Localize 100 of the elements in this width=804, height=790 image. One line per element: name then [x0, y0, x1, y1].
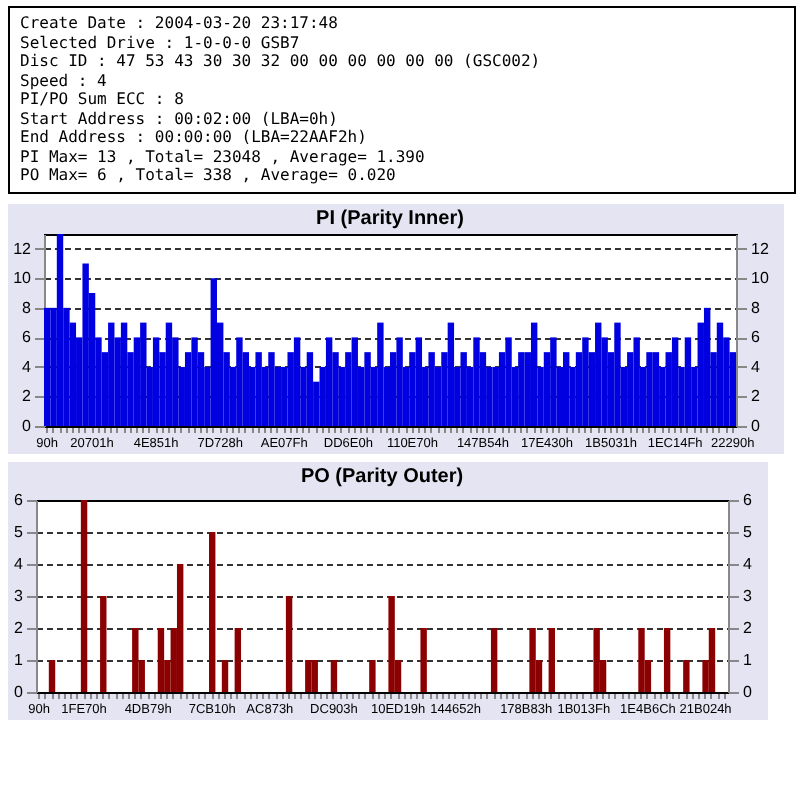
bar [369, 659, 376, 691]
text: Selected Drive : 1-0-0-0 GSB7 [20, 33, 302, 52]
y2-tick-label: 3 [743, 586, 753, 604]
bar [703, 306, 711, 425]
bar [152, 336, 160, 425]
bar [108, 321, 115, 425]
y2-tick-label: 6 [751, 327, 761, 346]
y-tick-label: 1 [14, 650, 25, 668]
bar [420, 627, 427, 691]
bar [473, 336, 480, 425]
bar [140, 321, 147, 425]
bar [293, 336, 301, 425]
bar [351, 336, 358, 425]
y2-tick-label: 12 [751, 238, 770, 257]
y2-tick-label: 4 [751, 356, 761, 375]
text: Disc ID : 47 53 43 30 30 32 00 00 00 00 00 00 (GSC002) [20, 52, 543, 71]
bar [377, 321, 384, 425]
bar [716, 321, 724, 425]
y2-tick-label: 1 [743, 650, 753, 668]
text: PI Max= 13 , Total= 23048 , Average= 1.390 [20, 147, 427, 166]
bar [683, 659, 690, 691]
bar [132, 627, 139, 691]
y-tick-label: 0 [22, 416, 33, 434]
y2-tick-label: 2 [751, 386, 761, 405]
bar [311, 659, 318, 691]
y2-tick-label: 0 [751, 416, 761, 434]
text: Create Date : 2004-03-20 23:17:48 [20, 14, 340, 33]
y2-tick-label: 2 [743, 618, 753, 636]
y2-tick-label: 5 [743, 522, 753, 540]
bar [415, 336, 423, 425]
y-tick-label: 12 [13, 238, 33, 257]
y-tick-label: 2 [22, 386, 33, 405]
bar [80, 499, 88, 691]
bar [176, 563, 184, 691]
text: End Address : 00:00:00 (LBA=22AAF2h) [20, 128, 369, 147]
bar [708, 627, 716, 691]
bar [44, 306, 51, 425]
y2-tick-label: 8 [751, 297, 761, 316]
bar [364, 351, 371, 425]
chart-title: PI (Parity Inner) [316, 207, 464, 229]
text: Start Address : 00:02:00 (LBA=0h) [20, 109, 340, 128]
bar [157, 627, 165, 691]
y-tick-label: 4 [14, 554, 25, 572]
bar [56, 233, 64, 425]
y-tick-label: 0 [14, 682, 25, 700]
bar [165, 321, 173, 425]
bar [306, 351, 314, 425]
bar [582, 336, 589, 425]
bar [460, 351, 467, 425]
bar [388, 595, 395, 691]
bar [325, 336, 333, 425]
bar [529, 627, 536, 691]
bar [638, 627, 645, 691]
bar [671, 336, 679, 425]
bar [268, 351, 275, 425]
y-tick-label: 2 [14, 618, 25, 636]
bar [490, 627, 498, 691]
y2-tick-label: 6 [743, 490, 753, 508]
y-tick-label: 6 [22, 327, 33, 346]
bar [396, 336, 403, 425]
chart-title: PO (Parity Outer) [300, 465, 464, 487]
bar [210, 277, 217, 425]
bar [100, 595, 107, 691]
bar [530, 321, 538, 425]
bar [646, 351, 653, 425]
bar [120, 321, 128, 425]
bar [593, 627, 600, 691]
bar [550, 336, 557, 425]
bar [652, 351, 660, 425]
bar [447, 321, 455, 425]
y2-tick-label: 10 [751, 268, 770, 287]
bar [548, 627, 555, 691]
y-tick-label: 3 [14, 586, 25, 604]
bar [663, 627, 671, 691]
y2-tick-label: 4 [743, 554, 753, 572]
y-tick-label: 4 [22, 356, 33, 375]
text: PO Max= 6 , Total= 338 , Average= 0.020 [20, 166, 398, 185]
bar [48, 659, 56, 691]
bar [191, 336, 198, 425]
bar [234, 627, 242, 691]
bar [209, 531, 216, 691]
y-tick-label: 8 [22, 297, 33, 316]
y-tick-label: 6 [14, 490, 25, 508]
bar [82, 262, 89, 425]
bar [563, 351, 570, 425]
bar [255, 351, 262, 425]
bar [684, 336, 692, 425]
bar [285, 595, 293, 691]
bar [518, 351, 525, 425]
bar [633, 336, 640, 425]
text: PI/PO Sum ECC : 8 [20, 90, 186, 109]
y-tick-label: 5 [14, 522, 25, 540]
bar [505, 336, 512, 425]
bar [330, 659, 338, 691]
bar [305, 659, 312, 691]
bar [428, 351, 435, 425]
y2-tick-label: 0 [743, 682, 753, 700]
bar [595, 321, 602, 425]
bar [614, 321, 621, 425]
y-tick-label: 10 [13, 268, 33, 287]
